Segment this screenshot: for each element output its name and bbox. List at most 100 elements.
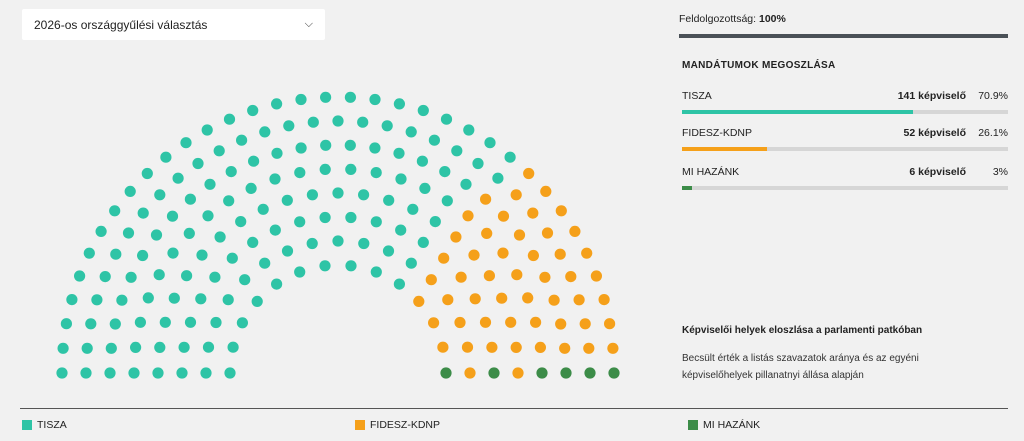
seat-fidesz-kdnp <box>598 294 610 306</box>
seat-fidesz-kdnp <box>539 271 551 283</box>
seat-fidesz-kdnp <box>590 270 603 282</box>
seat-tisza <box>137 207 149 219</box>
seat-mi-hazánk <box>584 367 596 379</box>
seat-mi-hazánk <box>560 367 572 379</box>
seat-tisza <box>153 269 165 281</box>
seat-tisza <box>319 211 331 224</box>
seat-fidesz-kdnp <box>581 247 593 259</box>
seat-tisza <box>370 266 382 278</box>
seat-mi-hazánk <box>608 367 620 379</box>
seat-tisza <box>245 182 257 194</box>
seat-tisza <box>56 367 68 379</box>
seat-tisza <box>154 189 166 201</box>
seat-tisza <box>357 116 369 128</box>
seat-tisza <box>128 367 140 379</box>
seat-tisza <box>247 236 259 248</box>
seat-fidesz-kdnp <box>554 248 566 260</box>
seat-tisza <box>60 318 72 330</box>
seat-tisza <box>104 367 116 379</box>
seat-tisza <box>269 173 281 185</box>
party-row-tisza: TISZA 141 képviselő 70.9% <box>682 90 1008 114</box>
seat-tisza <box>416 155 428 167</box>
seat-tisza <box>344 139 356 151</box>
election-select[interactable]: 2026-os országgyűlési választás ⌵ <box>22 9 325 40</box>
seat-tisza <box>439 166 451 178</box>
party-bar-fill <box>682 110 914 114</box>
seat-fidesz-kdnp <box>505 316 517 328</box>
seat-fidesz-kdnp <box>479 316 492 328</box>
seat-fidesz-kdnp <box>497 247 509 259</box>
seat-fidesz-kdnp <box>454 316 466 329</box>
legend-label: FIDESZ-KDNP <box>370 419 441 431</box>
seat-tisza <box>295 142 307 154</box>
seat-tisza <box>178 341 190 353</box>
seat-tisza <box>451 145 463 157</box>
seat-tisza <box>141 167 153 180</box>
legend-swatch <box>22 420 32 430</box>
seat-tisza <box>320 91 332 103</box>
seat-fidesz-kdnp <box>450 231 462 243</box>
seat-tisza <box>122 227 135 239</box>
seat-fidesz-kdnp <box>527 249 540 262</box>
seat-tisza <box>294 216 306 228</box>
seat-fidesz-kdnp <box>428 317 440 329</box>
seat-tisza <box>247 104 259 117</box>
legend-swatch <box>355 420 365 430</box>
seat-tisza <box>99 271 111 283</box>
party-percent: 70.9% <box>978 90 1008 102</box>
seat-tisza <box>269 224 281 236</box>
seat-tisza <box>332 187 344 199</box>
seat-fidesz-kdnp <box>510 189 522 201</box>
seat-fidesz-kdnp <box>555 318 567 330</box>
seat-fidesz-kdnp <box>469 293 481 305</box>
party-name: TISZA <box>682 90 712 102</box>
seat-fidesz-kdnp <box>438 252 450 264</box>
seat-tisza <box>306 189 318 201</box>
seat-tisza <box>180 137 192 149</box>
seat-fidesz-kdnp <box>527 207 539 219</box>
seat-tisza <box>202 210 214 222</box>
seat-tisza <box>201 124 213 136</box>
seat-tisza <box>381 120 393 132</box>
seat-tisza <box>319 260 331 272</box>
seat-tisza <box>345 260 357 272</box>
seat-tisza <box>204 178 216 190</box>
seat-tisza <box>109 318 121 330</box>
seat-tisza <box>395 224 407 236</box>
seat-tisza <box>134 316 146 328</box>
seat-tisza <box>105 342 117 354</box>
party-bar-fill <box>682 186 692 190</box>
seat-tisza <box>428 134 440 146</box>
seat-fidesz-kdnp <box>461 341 474 353</box>
seat-fidesz-kdnp <box>483 270 495 282</box>
seat-tisza <box>142 292 154 304</box>
seat-fidesz-kdnp <box>510 341 522 353</box>
seat-fidesz-kdnp <box>579 318 591 330</box>
seat-tisza <box>85 318 97 330</box>
seat-tisza <box>150 229 163 241</box>
seat-tisza <box>283 120 295 132</box>
seat-fidesz-kdnp <box>607 342 619 354</box>
party-row-fidesz: FIDESZ-KDNP 52 képviselő 26.1% <box>682 127 1008 151</box>
seat-tisza <box>463 124 475 136</box>
seat-fidesz-kdnp <box>496 292 508 304</box>
seat-tisza <box>370 216 382 228</box>
party-seats: 141 képviselő <box>897 90 966 102</box>
seat-tisza <box>393 278 405 290</box>
seat-mi-hazánk <box>536 367 548 379</box>
seat-tisza <box>172 172 184 184</box>
seat-tisza <box>222 294 234 306</box>
seat-tisza <box>358 189 370 201</box>
seat-tisza <box>83 247 95 259</box>
seat-tisza <box>484 137 496 149</box>
legend-item-tisza: TISZA <box>22 419 67 431</box>
seat-tisza <box>213 145 225 157</box>
seat-fidesz-kdnp <box>413 295 425 307</box>
seat-tisza <box>202 341 215 353</box>
seat-fidesz-kdnp <box>480 193 492 205</box>
seat-tisza <box>257 203 269 215</box>
seat-tisza <box>109 205 121 217</box>
seat-fidesz-kdnp <box>534 341 547 353</box>
legend-item-fidesz: FIDESZ-KDNP <box>355 419 440 431</box>
seat-tisza <box>159 316 171 328</box>
